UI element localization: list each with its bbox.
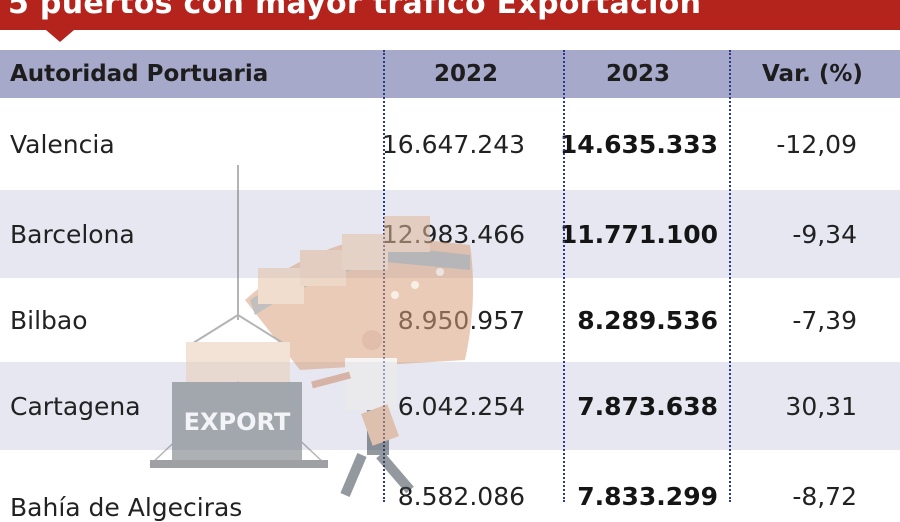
table-row: Cartagena 6.042.254 7.873.638 30,31	[0, 362, 900, 450]
column-header-2023: 2023	[606, 61, 671, 87]
column-divider	[729, 50, 731, 502]
value-2023: 7.833.299	[577, 481, 718, 511]
value-2022: 6.042.254	[397, 391, 525, 421]
variation-value: -7,39	[792, 305, 857, 335]
value-2022: 8.950.957	[397, 305, 525, 335]
variation-value: -8,72	[792, 481, 857, 511]
port-name: Bahía de Algeciras	[10, 493, 243, 522]
variation-value: 30,31	[785, 391, 857, 421]
variation-value: -9,34	[792, 219, 857, 249]
value-2022: 12.983.466	[381, 219, 525, 249]
value-2023: 11.771.100	[559, 219, 718, 249]
value-2022: 8.582.086	[397, 481, 525, 511]
table-row: Bilbao 8.950.957 8.289.536 -7,39	[0, 278, 900, 362]
column-divider	[563, 50, 565, 502]
value-2023: 7.873.638	[577, 391, 718, 421]
variation-value: -12,09	[776, 129, 857, 159]
column-header-var: Var. (%)	[762, 61, 863, 87]
table-row: Barcelona 12.983.466 11.771.100 -9,34	[0, 190, 900, 278]
value-2022: 16.647.243	[381, 129, 525, 159]
table-row: Valencia 16.647.243 14.635.333 -12,09	[0, 98, 900, 190]
port-name: Cartagena	[10, 391, 141, 421]
port-name: Bilbao	[10, 305, 88, 335]
title-banner: 5 puertos con mayor tráfico Exportación	[0, 0, 900, 30]
banner-notch	[46, 30, 74, 42]
page-title: 5 puertos con mayor tráfico Exportación	[8, 0, 702, 21]
port-name: Barcelona	[10, 219, 135, 249]
column-header-2022: 2022	[434, 61, 499, 87]
column-divider	[383, 50, 385, 502]
port-name: Valencia	[10, 129, 115, 159]
column-header-port: Autoridad Portuaria	[10, 61, 269, 87]
value-2023: 8.289.536	[577, 305, 718, 335]
table-row: Bahía de Algeciras 8.582.086 7.833.299 -…	[0, 450, 900, 522]
value-2023: 14.635.333	[559, 129, 718, 159]
table-header: Autoridad Portuaria 2022 2023 Var. (%)	[0, 50, 900, 98]
